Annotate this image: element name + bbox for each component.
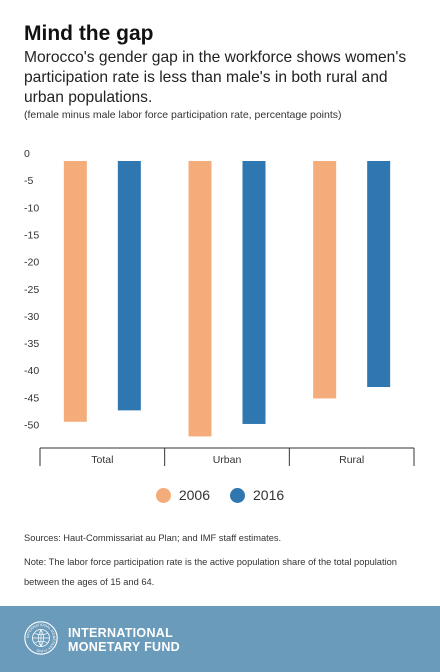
legend-label-2016: 2016	[253, 487, 285, 503]
bar-total-2006	[63, 161, 87, 422]
y-tick-label: -10	[24, 202, 39, 214]
y-tick-label: 0	[24, 148, 30, 160]
y-tick-label: -15	[24, 229, 39, 241]
imf-seal-logo: INTERNATIONAL MONETARY FUND	[24, 621, 58, 655]
y-tick-label: -35	[24, 338, 39, 350]
y-tick-label: -20	[24, 257, 39, 269]
x-category-label: Rural	[339, 454, 364, 466]
bar-urban-2016	[242, 161, 266, 424]
y-tick-label: -5	[24, 175, 33, 187]
legend-swatch-2016	[230, 487, 245, 503]
y-tick-label: -25	[24, 284, 39, 296]
x-category-label: Urban	[213, 454, 242, 466]
bar-chart: 0 -5 -10 -15 -20 -25 -30 -35 -40 -45 -50 Total Urban…	[24, 148, 415, 466]
imf-name-line1: INTERNATIONAL	[68, 626, 174, 640]
legend-label-2006: 2006	[178, 487, 210, 503]
legend-item-2006: 2006	[155, 487, 210, 503]
bar-urban-2006	[188, 161, 212, 437]
methodology-note: Note: The labor force participation rate…	[24, 557, 397, 587]
legend-item-2016: 2016	[230, 487, 284, 503]
bar-total-2016	[117, 161, 141, 411]
legend: 2006 2016	[0, 486, 440, 504]
chart-subtitle: Morocco's gender gap in the workforce sh…	[24, 49, 407, 106]
sources-note: Sources: Haut-Commissariat au Plan; and …	[24, 533, 282, 543]
chart-title: Mind the gap	[24, 22, 154, 45]
legend-swatch-2006	[155, 487, 171, 503]
y-tick-label: -40	[24, 365, 39, 377]
imf-footer: INTERNATIONAL MONETARY FUND INTERNATIONA…	[0, 606, 440, 672]
y-tick-label: -45	[24, 392, 39, 404]
imf-wordmark: INTERNATIONAL MONETARY FUND	[68, 626, 180, 654]
y-tick-label: -30	[24, 311, 39, 323]
units-note: (female minus male labor force participa…	[24, 109, 342, 121]
imf-name-line2: MONETARY FUND	[68, 640, 180, 654]
y-tick-label: -50	[24, 420, 39, 432]
bar-rural-2016	[367, 161, 391, 388]
x-category-label: Total	[91, 454, 113, 466]
bar-rural-2006	[313, 161, 337, 399]
